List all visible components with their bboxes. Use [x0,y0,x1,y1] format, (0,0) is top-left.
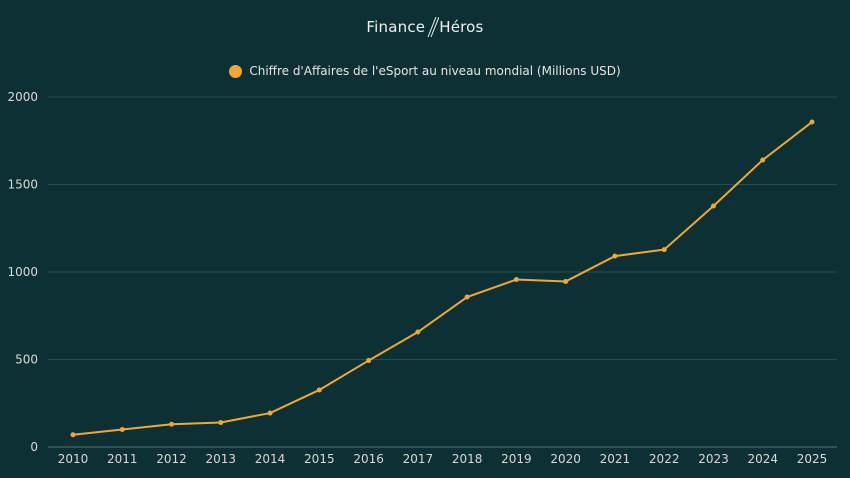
x-tick-label: 2013 [206,452,237,466]
x-tick-label: 2020 [550,452,581,466]
data-point[interactable] [218,420,224,425]
data-point[interactable] [169,421,175,427]
data-point[interactable] [661,247,667,253]
legend-marker-icon [229,64,243,78]
data-point[interactable] [366,358,372,364]
x-tick-label: 2024 [747,452,778,466]
legend-label: Chiffre d'Affaires de l'eSport au niveau… [249,64,621,78]
x-tick-label: 2017 [403,452,434,466]
x-tick-label: 2023 [698,452,729,466]
data-point[interactable] [612,253,618,259]
data-point[interactable] [119,427,125,432]
brand-right: Héros [439,18,484,36]
brand-left: Finance [366,18,426,36]
y-tick-label: 0 [30,440,38,454]
x-tick-label: 2012 [156,452,187,466]
data-point[interactable] [513,277,519,283]
x-tick-label: 2021 [600,452,631,466]
data-point[interactable] [70,432,76,438]
data-point[interactable] [267,410,273,416]
y-tick-label: 2000 [7,90,38,104]
data-point[interactable] [710,203,716,209]
data-point[interactable] [415,329,421,335]
y-tick-label: 1500 [7,178,38,192]
y-tick-label: 1000 [7,265,38,279]
data-point[interactable] [760,157,766,163]
data-point[interactable] [316,387,322,393]
brand-logo: Finance Héros [0,17,850,38]
data-point[interactable] [563,278,569,284]
x-tick-label: 2019 [501,452,532,466]
x-tick-label: 2015 [304,452,335,466]
data-point[interactable] [809,119,815,125]
x-tick-label: 2016 [353,452,384,466]
y-tick-label: 500 [15,353,38,367]
data-point[interactable] [464,294,470,300]
series-line [72,121,813,436]
x-tick-label: 2025 [797,452,828,466]
x-tick-label: 2018 [452,452,483,466]
chart-legend[interactable]: Chiffre d'Affaires de l'eSport au niveau… [0,64,850,78]
x-tick-label: 2022 [649,452,680,466]
x-tick-label: 2010 [58,452,89,466]
x-tick-label: 2011 [107,452,138,466]
x-tick-label: 2014 [255,452,286,466]
